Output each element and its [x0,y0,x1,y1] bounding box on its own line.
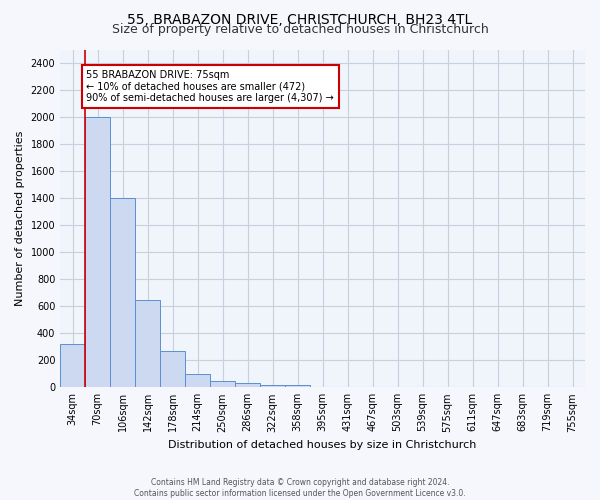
Text: Size of property relative to detached houses in Christchurch: Size of property relative to detached ho… [112,22,488,36]
Bar [285,386,310,388]
Bar [160,351,185,388]
Y-axis label: Number of detached properties: Number of detached properties [15,131,25,306]
Text: 55, BRABAZON DRIVE, CHRISTCHURCH, BH23 4TL: 55, BRABAZON DRIVE, CHRISTCHURCH, BH23 4… [127,12,473,26]
Text: 55 BRABAZON DRIVE: 75sqm
← 10% of detached houses are smaller (472)
90% of semi-: 55 BRABAZON DRIVE: 75sqm ← 10% of detach… [86,70,334,103]
Bar [185,374,210,388]
Bar [60,344,85,388]
Bar [235,382,260,388]
Bar [85,118,110,388]
Bar [135,300,160,388]
X-axis label: Distribution of detached houses by size in Christchurch: Distribution of detached houses by size … [169,440,477,450]
Text: Contains HM Land Registry data © Crown copyright and database right 2024.
Contai: Contains HM Land Registry data © Crown c… [134,478,466,498]
Bar [110,198,135,388]
Bar [210,381,235,388]
Bar [260,384,285,388]
